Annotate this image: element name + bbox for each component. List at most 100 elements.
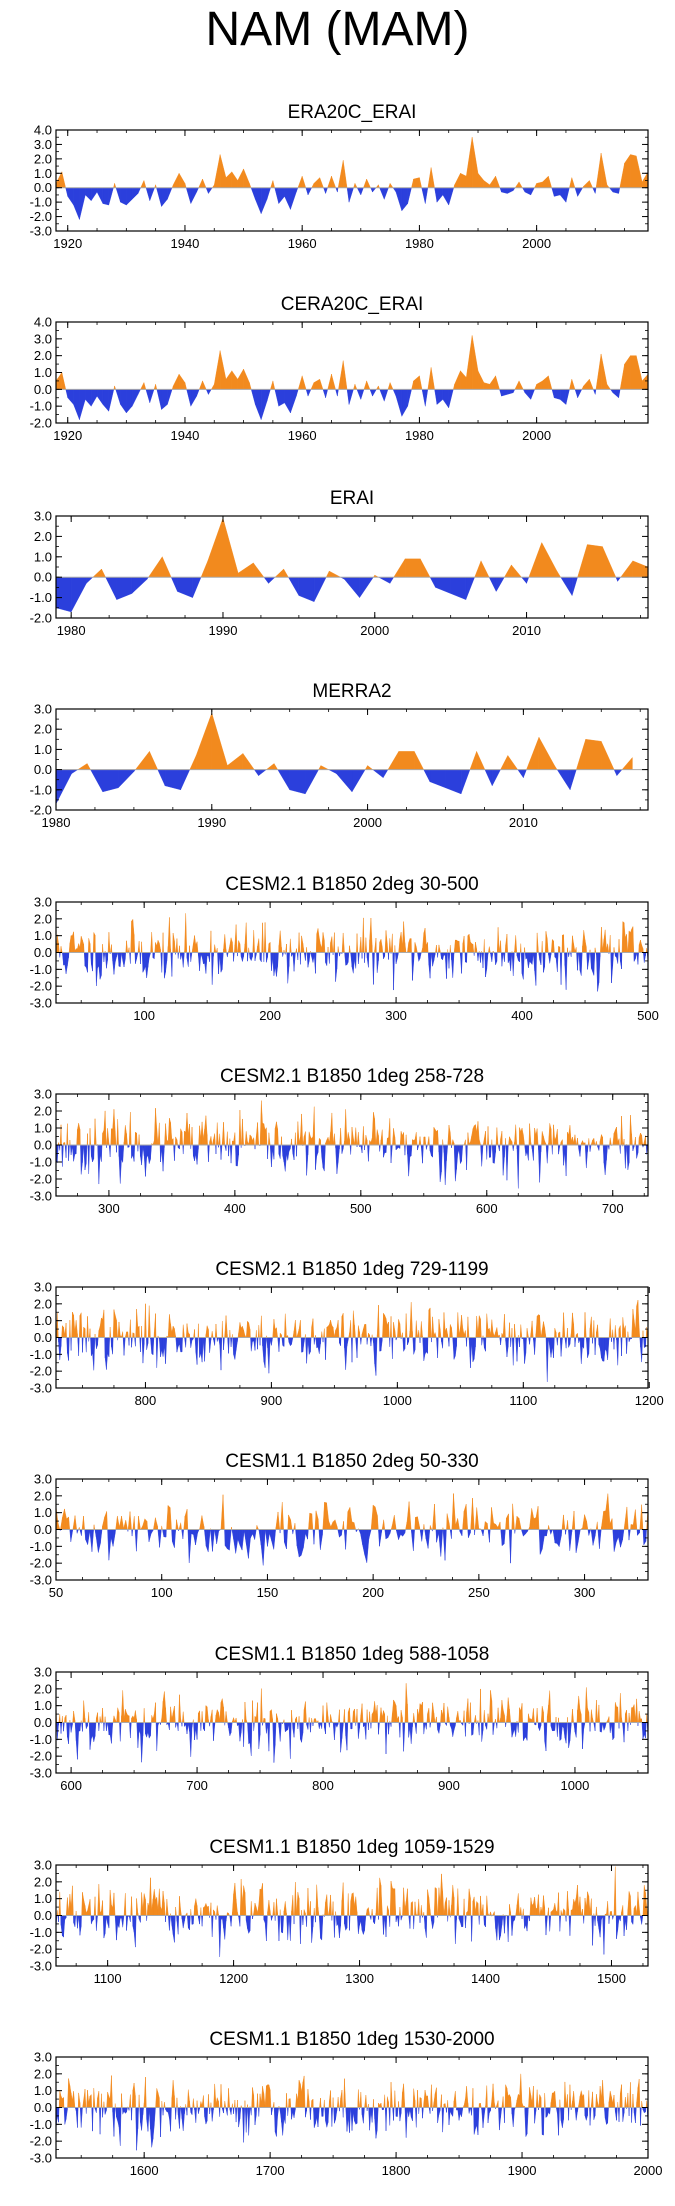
negative-area (237, 1529, 241, 1546)
negative-area (118, 769, 135, 789)
x-tick-label: 500 (637, 1008, 659, 1023)
positive-area (337, 160, 344, 188)
positive-area (223, 1122, 225, 1146)
negative-area (101, 952, 103, 976)
negative-area (385, 1529, 389, 1540)
positive-area (389, 938, 392, 953)
negative-area (409, 1915, 411, 1929)
positive-area (375, 938, 377, 953)
positive-area (417, 1516, 420, 1530)
negative-area (292, 1529, 294, 1535)
positive-area (114, 1130, 117, 1146)
negative-area (379, 1529, 382, 1547)
positive-area (219, 350, 227, 390)
negative-area (325, 389, 328, 398)
negative-area (141, 1144, 144, 1166)
positive-area (173, 374, 180, 390)
positive-area (183, 1324, 185, 1338)
y-tick-label: -3.0 (30, 1189, 52, 1204)
negative-area (346, 389, 350, 405)
negative-area (248, 1529, 251, 1559)
negative-area (565, 1337, 568, 1349)
negative-area (419, 1529, 422, 1542)
positive-area (470, 1702, 472, 1723)
negative-area (337, 1529, 340, 1538)
negative-area (328, 769, 337, 774)
negative-area (385, 1915, 388, 1937)
positive-area (596, 1700, 598, 1723)
positive-area (536, 1128, 539, 1146)
negative-area (358, 1529, 361, 1534)
y-tick-label: -1.0 (30, 195, 52, 210)
positive-area (626, 1710, 628, 1723)
positive-area (348, 1893, 350, 1916)
positive-area (381, 1519, 384, 1530)
plot-frame (55, 515, 649, 619)
positive-area (463, 1898, 466, 1916)
positive-area (89, 1128, 91, 1146)
positive-area (547, 938, 549, 953)
negative-area (524, 389, 531, 400)
positive-area (567, 947, 569, 953)
negative-area (323, 187, 326, 194)
negative-area (599, 1529, 602, 1549)
negative-area (156, 1722, 159, 1752)
positive-area (189, 1124, 191, 1146)
negative-area (81, 1529, 83, 1536)
positive-area (542, 375, 549, 390)
negative-area (398, 1529, 401, 1540)
negative-area (76, 1529, 79, 1534)
positive-area (249, 382, 252, 390)
negative-area (165, 1337, 167, 1364)
y-tick-label: 1.0 (34, 928, 52, 943)
positive-area (249, 183, 252, 188)
negative-area (293, 952, 296, 972)
positive-area (448, 1900, 451, 1916)
negative-area (356, 187, 361, 196)
negative-area (344, 577, 360, 599)
negative-area (448, 389, 454, 408)
positive-area (276, 1327, 278, 1338)
negative-area (524, 187, 531, 196)
negative-area (368, 1529, 372, 1539)
negative-area (250, 187, 256, 200)
positive-area (145, 1899, 147, 1916)
negative-area (597, 1529, 600, 1549)
positive-area (115, 1515, 118, 1530)
positive-area (261, 1315, 263, 1338)
positive-area (366, 380, 371, 390)
positive-area (610, 1318, 612, 1338)
negative-area (616, 769, 623, 777)
positive-area (434, 1332, 437, 1338)
negative-area (413, 1529, 415, 1551)
negative-area (500, 1529, 503, 1546)
negative-area (274, 187, 279, 204)
positive-area (196, 712, 212, 770)
positive-area (477, 172, 485, 188)
negative-area (613, 1529, 617, 1552)
positive-area (465, 1504, 468, 1530)
negative-area (300, 952, 302, 965)
positive-area (174, 940, 176, 953)
positive-area (309, 1512, 313, 1530)
y-tick-label: -2.0 (30, 209, 52, 224)
positive-area (506, 934, 508, 953)
negative-area (637, 1144, 639, 1154)
positive-area (173, 173, 180, 188)
negative-area (436, 389, 444, 405)
negative-area (459, 1529, 463, 1536)
positive-area (523, 1134, 525, 1146)
negative-area (461, 952, 463, 974)
negative-area (445, 769, 462, 795)
negative-area (525, 1529, 528, 1535)
negative-area (395, 187, 403, 211)
plot-frame (55, 321, 649, 424)
x-tick-label: 1980 (405, 428, 434, 443)
negative-area (547, 1144, 549, 1164)
negative-area (508, 1529, 511, 1564)
positive-area (146, 1521, 148, 1530)
y-tick-label: 3.0 (34, 137, 52, 152)
positive-area (378, 385, 380, 390)
positive-area (471, 335, 479, 390)
negative-area (201, 1915, 204, 1927)
